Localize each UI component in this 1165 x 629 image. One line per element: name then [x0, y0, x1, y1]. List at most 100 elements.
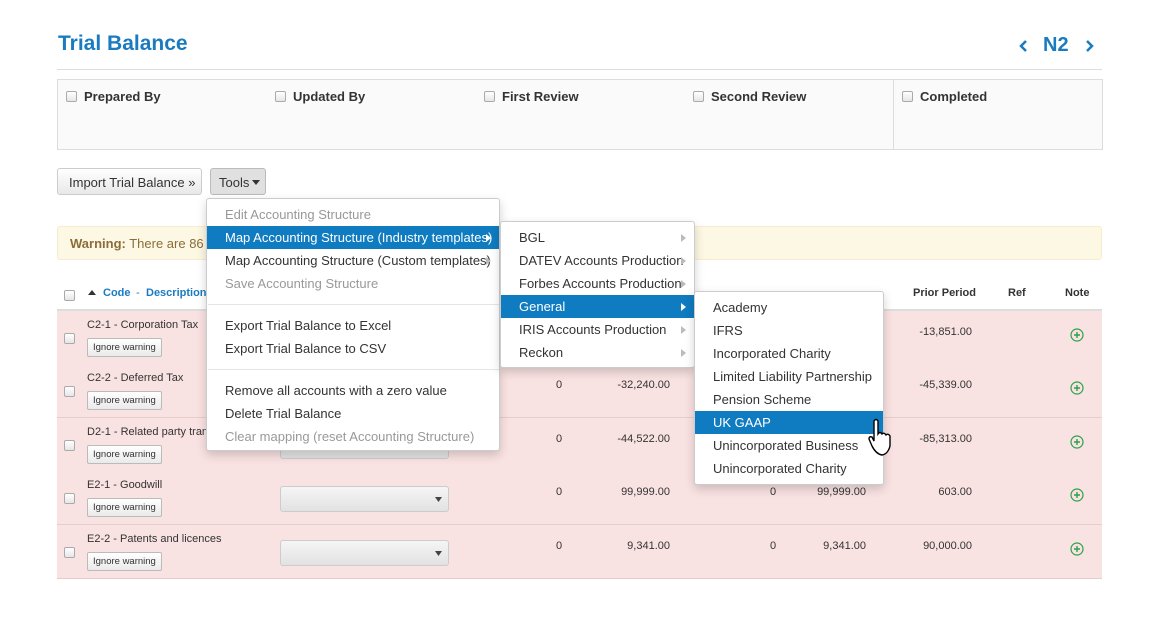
menu-item-label[interactable]: Forbes Accounts Production [519, 276, 682, 291]
menu-item-label[interactable]: Export Trial Balance to CSV [225, 341, 387, 356]
ignore-button[interactable]: Ignore warning [87, 445, 162, 464]
prev-period[interactable] [1019, 40, 1029, 52]
menu-item-label[interactable]: Map Accounting Structure (Industry templ… [225, 230, 493, 245]
plus-icon [1070, 542, 1084, 556]
menu-item-label[interactable]: Delete Trial Balance [225, 406, 342, 421]
menu-item-label[interactable]: Limited Liability Partnership [713, 369, 872, 384]
col-code[interactable]: Code [103, 287, 131, 299]
review-stage: Second Review [711, 89, 807, 104]
menu-item-label[interactable]: Incorporated Charity [713, 346, 831, 361]
review-stage: First Review [502, 89, 579, 104]
mapping-select[interactable] [280, 486, 449, 512]
menu-item[interactable]: IRIS Accounts Production [501, 318, 694, 341]
review-checkbox[interactable] [693, 91, 704, 102]
menu-item-label[interactable]: BGL [519, 230, 546, 245]
menu-item: Clear mapping (reset Accounting Structur… [207, 425, 499, 448]
add-note[interactable] [1070, 488, 1084, 502]
ignore-button[interactable]: Ignore warning [87, 552, 162, 571]
menu-divider [208, 304, 499, 305]
row-cell: -44,522.00 [617, 433, 670, 445]
menu-item-label[interactable]: Export Trial Balance to Excel [225, 318, 392, 333]
add-note[interactable] [1070, 435, 1084, 449]
review-checkbox[interactable] [484, 91, 495, 102]
col-description[interactable]: Description [146, 287, 207, 299]
review-checkbox[interactable] [902, 91, 913, 102]
ignore-button[interactable]: Ignore warning [87, 498, 162, 517]
row-checkbox[interactable] [64, 333, 75, 344]
col-ref: Ref [1008, 287, 1026, 299]
review-stage: Completed [920, 89, 988, 104]
menu-item-label[interactable]: Remove all accounts with a zero value [225, 383, 447, 398]
menu-divider [208, 369, 499, 370]
menu-item[interactable]: Forbes Accounts Production [501, 272, 694, 295]
import-button[interactable]: Import Trial Balance » [57, 168, 202, 195]
ignore-button[interactable]: Ignore warning [87, 338, 162, 357]
menu-item[interactable]: Academy [695, 296, 883, 319]
add-note[interactable] [1070, 328, 1084, 342]
menu-item[interactable]: Unincorporated Charity [695, 457, 883, 480]
menu-item[interactable]: Map Accounting Structure (Custom templat… [207, 249, 499, 272]
menu-item[interactable]: Unincorporated Business [695, 434, 883, 457]
table-row [57, 471, 1102, 525]
row-checkbox[interactable] [64, 547, 75, 558]
menu-item[interactable]: Delete Trial Balance [207, 402, 499, 425]
menu-item[interactable]: Reckon [501, 341, 694, 364]
menu-item-label[interactable]: DATEV Accounts Production [519, 253, 684, 268]
menu-item-label[interactable]: General [519, 299, 566, 314]
menu-item-label[interactable]: Map Accounting Structure (Custom templat… [225, 253, 491, 268]
menu-item-label[interactable]: Unincorporated Charity [713, 461, 847, 476]
submenu-arrow [681, 303, 686, 311]
period-label: N2 [1043, 34, 1069, 56]
review-stage: Prepared By [84, 89, 161, 104]
menu-item-label[interactable]: Academy [713, 300, 768, 315]
menu-item-label[interactable]: IFRS [713, 323, 743, 338]
row-cell: -45,339.00 [919, 379, 972, 391]
menu-item[interactable]: BGL [501, 226, 694, 249]
review-checkbox[interactable] [275, 91, 286, 102]
menu-item[interactable]: IFRS [695, 319, 883, 342]
plus-icon [1070, 435, 1084, 449]
menu-item-label[interactable]: IRIS Accounts Production [519, 322, 667, 337]
page-title: Trial Balance [58, 32, 188, 55]
row-checkbox[interactable] [64, 493, 75, 504]
menu-item[interactable]: Export Trial Balance to CSV [207, 337, 499, 360]
row-cell: 99,999.00 [621, 486, 670, 498]
menu-item[interactable]: DATEV Accounts Production [501, 249, 694, 272]
menu-item-label: Clear mapping (reset Accounting Structur… [225, 429, 475, 444]
menu-item-label[interactable]: Reckon [519, 345, 564, 360]
mapping-select[interactable] [280, 540, 449, 566]
select-caret [435, 551, 442, 556]
menu-item[interactable]: Export Trial Balance to Excel [207, 314, 499, 337]
submenu-arrow [681, 257, 686, 265]
row-cell: 0 [769, 486, 777, 498]
add-note[interactable] [1070, 381, 1084, 395]
row-checkbox[interactable] [64, 440, 75, 451]
warning-label: Warning: [70, 236, 126, 251]
menu-item[interactable]: Incorporated Charity [695, 342, 883, 365]
tools-button[interactable]: Tools [210, 168, 266, 195]
menu-item-label[interactable]: Pension Scheme [713, 392, 812, 407]
ignore-button[interactable]: Ignore warning [87, 391, 162, 410]
review-checkbox[interactable] [66, 91, 77, 102]
menu-item[interactable]: Map Accounting Structure (Industry templ… [207, 226, 499, 249]
row-checkbox[interactable] [64, 386, 75, 397]
menu-item[interactable]: Limited Liability Partnership [695, 365, 883, 388]
menu-item[interactable]: General [501, 295, 694, 318]
menu-item-label[interactable]: UK GAAP [713, 415, 771, 430]
row-cell: 0 [555, 540, 563, 552]
next-period[interactable] [1084, 40, 1094, 52]
row-cell: 603.00 [938, 486, 972, 498]
title-rule [57, 69, 1102, 70]
menu-item[interactable]: UK GAAP [695, 411, 883, 434]
menu-item[interactable]: Pension Scheme [695, 388, 883, 411]
add-note[interactable] [1070, 542, 1084, 556]
select-all[interactable] [64, 290, 75, 301]
dropdown-menu: Edit Accounting Structure Map Accounting … [206, 198, 500, 451]
menu-item[interactable]: Remove all accounts with a zero value [207, 379, 499, 402]
row-cell: 99,999.00 [817, 486, 866, 498]
row-cell: 90,000.00 [923, 540, 972, 552]
row-code: C2-2 - Deferred Tax [87, 372, 184, 384]
menu-item-label[interactable]: Unincorporated Business [713, 438, 859, 453]
table-row [57, 525, 1102, 579]
